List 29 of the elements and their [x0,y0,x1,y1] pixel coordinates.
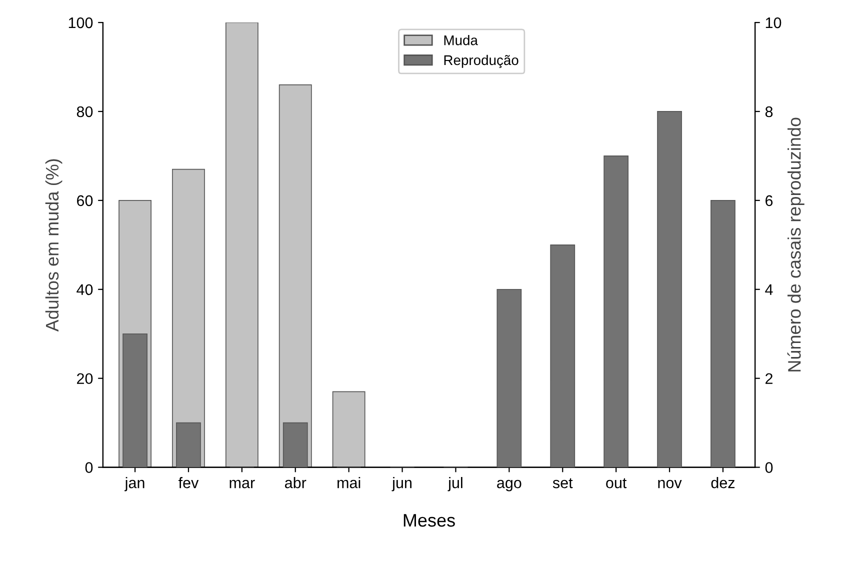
x-tick-label: abr [284,477,306,488]
x-axis-title: Meses [404,514,455,527]
x-tick-label: fev [178,477,199,488]
y-axis-title: Adultos em muda (%) [45,159,62,332]
x-tick-label: dez [711,477,735,488]
y2-tick-label: 0 [765,462,773,473]
y-tick-label: 40 [76,284,93,296]
y2-tick-label: 4 [765,284,773,295]
x-tick-label: jun [392,477,412,492]
y2-tick-label: 10 [766,17,782,28]
x-tick-label: mai [338,477,360,488]
x-tick-label: set [552,478,573,488]
x-tick-label: jul [448,477,462,492]
y-tick-label: 60 [77,195,93,206]
y-tick-label: 20 [77,373,93,384]
y-tick-label: 80 [76,106,93,118]
x-tick-label: ago [497,480,522,492]
x-tick-label: mar [230,480,255,488]
y2-tick-label: 8 [765,106,773,118]
legend-label: Reprodução [444,54,518,68]
y2-tick-label: 6 [766,195,773,206]
legend-label: Muda [444,35,478,46]
y2-axis-title: Número de casais reproduzindo [787,118,804,372]
x-tick-label: jan [124,477,144,492]
x-tick-label: nov [658,480,682,488]
x-tick-label: out [606,478,627,488]
y-tick-label: 0 [85,462,93,473]
y-tick-label: 100 [68,17,93,28]
y2-tick-label: 2 [766,373,772,384]
